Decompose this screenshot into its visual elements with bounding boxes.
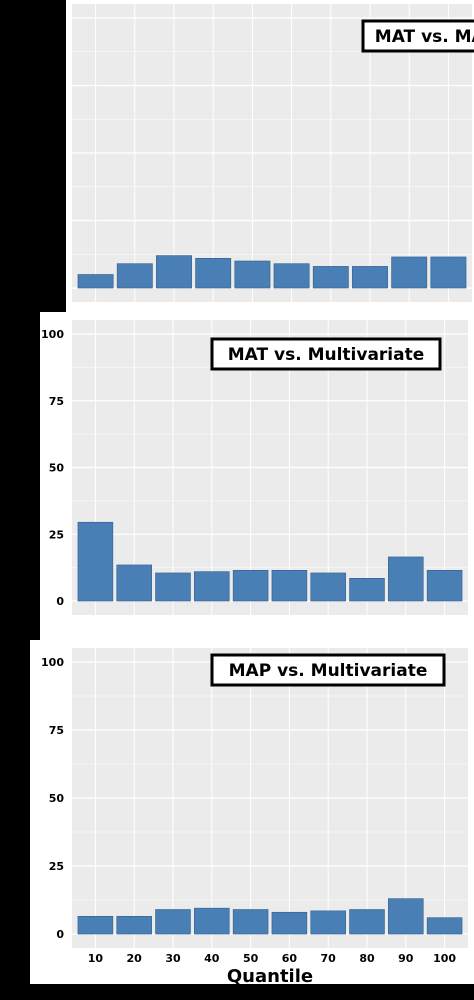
bar-50 xyxy=(232,909,269,935)
bar-60 xyxy=(271,569,308,602)
x-tick-label: 60 xyxy=(282,952,298,965)
bar-40 xyxy=(194,571,230,602)
bar-90 xyxy=(388,898,424,935)
x-tick-label: 20 xyxy=(127,952,143,965)
bar-100 xyxy=(426,917,463,935)
y-tick-label: 100 xyxy=(41,328,64,341)
bar-30 xyxy=(156,255,192,289)
chart-panel-mat-vs-multivariate: 0 25 50 75 100 MAT vs. Multivariate xyxy=(40,312,474,640)
bar-60 xyxy=(273,263,310,289)
x-tick-label: 50 xyxy=(243,952,259,965)
bar-10 xyxy=(77,274,114,289)
y-tick-label: 75 xyxy=(49,395,64,408)
bar-20 xyxy=(116,263,153,289)
bar-60 xyxy=(271,911,308,935)
x-tick-label: 40 xyxy=(204,952,220,965)
bar-100 xyxy=(426,569,463,602)
y-tick-label: 50 xyxy=(49,462,65,475)
bar-40 xyxy=(195,257,232,289)
bar-30 xyxy=(155,909,191,935)
bar-80 xyxy=(349,909,385,935)
y-tick-label: 75 xyxy=(49,724,64,737)
bar-30 xyxy=(155,572,191,602)
x-tick-label: 10 xyxy=(88,952,104,965)
bar-70 xyxy=(310,910,346,935)
bar-70 xyxy=(312,266,349,289)
y-tick-label: 100 xyxy=(41,656,64,669)
bar-80 xyxy=(349,578,385,602)
chart-panel-map-vs-multivariate: 0 25 50 75 100 10 20 30 40 50 60 70 80 90 100 Quantile M… xyxy=(30,640,474,987)
chart-title: MAT vs. MAP xyxy=(375,27,474,47)
chart-panel-mat-vs-map: MAT vs. MAP xyxy=(66,0,474,312)
x-tick-label: 90 xyxy=(398,952,414,965)
y-tick-label: 25 xyxy=(49,860,64,873)
bar-70 xyxy=(310,572,346,602)
y-tick-label: 50 xyxy=(49,792,65,805)
chart-title: MAT vs. Multivariate xyxy=(228,345,425,365)
chart-mat-vs-map: MAT vs. MAP xyxy=(66,0,474,312)
bar-20 xyxy=(116,916,152,935)
x-tick-label: 80 xyxy=(359,952,375,965)
chart-title-box xyxy=(361,19,474,53)
x-tick-label: 30 xyxy=(165,952,181,965)
chart-title-box xyxy=(210,653,446,687)
bar-40 xyxy=(194,907,230,935)
y-tick-label: 25 xyxy=(49,528,64,541)
bar-10 xyxy=(77,521,114,602)
bar-20 xyxy=(116,564,152,602)
y-tick-label: 0 xyxy=(56,928,64,941)
bar-10 xyxy=(77,916,114,935)
x-tick-label: 70 xyxy=(321,952,337,965)
chart-title-box xyxy=(210,337,442,371)
bar-80 xyxy=(352,266,388,289)
bar-90 xyxy=(391,256,428,289)
x-axis-label: Quantile xyxy=(227,966,313,984)
chart-title: MAP vs. Multivariate xyxy=(229,661,428,681)
bar-100 xyxy=(430,256,467,289)
chart-map-vs-multivariate: 0 25 50 75 100 10 20 30 40 50 60 70 80 90 100 Quantile M… xyxy=(30,640,474,987)
bar-50 xyxy=(232,569,269,602)
bar-90 xyxy=(388,556,424,602)
y-tick-label: 0 xyxy=(56,595,64,608)
x-tick-label: 100 xyxy=(433,952,456,965)
bar-50 xyxy=(234,260,271,289)
chart-mat-vs-multivariate: 0 25 50 75 100 MAT vs. Multivariate xyxy=(40,312,474,640)
